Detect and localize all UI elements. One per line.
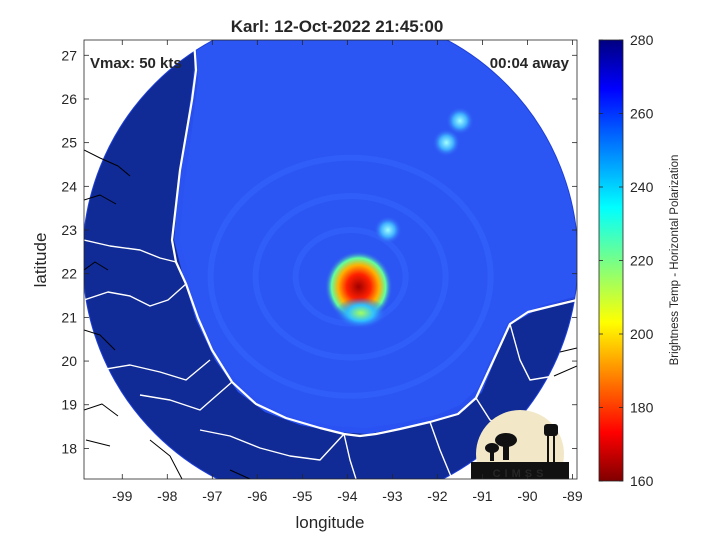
chart-title: Karl: 12-Oct-2022 21:45:00: [231, 17, 444, 36]
coastline: [170, 40, 577, 438]
y-tick-label: 19: [61, 397, 77, 413]
cloud-cluster: [445, 106, 474, 135]
x-axis: -99 -98 -97 -96 -95 -94 -93 -92 -91 -90 -89: [112, 40, 583, 504]
y-tick-label: 18: [61, 440, 77, 456]
x-tick-label: -92: [427, 488, 447, 504]
colorbar-tick-label: 160: [630, 473, 654, 489]
logo-disc: [476, 410, 564, 479]
y-axis-label: latitude: [31, 233, 50, 288]
y-tick-label: 25: [61, 135, 77, 151]
x-tick-label: -95: [292, 488, 312, 504]
cloud-cluster: [373, 216, 402, 245]
y-tick-label: 20: [61, 353, 77, 369]
swath: [84, 40, 577, 479]
colorbar-tick-label: 240: [630, 179, 654, 195]
cloud-cluster: [432, 128, 461, 157]
x-tick-label: -97: [202, 488, 222, 504]
logo-band: [471, 462, 569, 479]
time-offset-annotation: 00:04 away: [490, 55, 570, 72]
cimss-logo: CIMSS: [471, 410, 569, 480]
colorbar-tick-label: 220: [630, 253, 654, 269]
boundaries: [84, 40, 577, 479]
plot-area: Vmax: 50 kts 00:04 away CIMSS: [84, 40, 577, 480]
swath-content: [84, 40, 577, 479]
y-tick-label: 22: [61, 266, 77, 282]
colorbar: 160 180 200 220 240 260 280 Brightness Temp - …: [598, 32, 681, 489]
colorbar-ticks: 160 180 200 220 240 260 280: [599, 32, 654, 489]
y-tick-label: 23: [61, 222, 77, 238]
x-axis-label: longitude: [295, 513, 364, 532]
logo-tower-icon: [544, 424, 558, 462]
x-tick-label: -90: [517, 488, 537, 504]
x-tick-label: -96: [247, 488, 267, 504]
logo-dish-icon: [485, 433, 517, 461]
colorbar-tick-label: 200: [630, 326, 654, 342]
y-tick-label: 27: [61, 47, 77, 63]
colorbar-label: Brightness Temp - Horizontal Polarizatio…: [669, 155, 681, 366]
feature-layer: [324, 106, 474, 330]
land-mexico-east: [84, 40, 577, 479]
spiral-ring: [207, 154, 494, 399]
x-tick-label: -89: [562, 488, 582, 504]
colorbar-tick-label: 280: [630, 32, 654, 48]
colorbar-tick-label: 260: [630, 106, 654, 122]
y-tick-label: 26: [61, 91, 77, 107]
x-tick-label: -91: [472, 488, 492, 504]
y-tick-label: 24: [61, 178, 77, 194]
spiral-ring: [252, 193, 449, 361]
x-tick-label: -99: [112, 488, 132, 504]
logo-text: CIMSS: [493, 468, 548, 480]
axes-box: [83, 39, 578, 480]
outer-boundary-lines: [84, 149, 577, 479]
x-tick-label: -98: [157, 488, 177, 504]
y-axis: 18 19 20 21 22 23 24 25 26 27: [61, 47, 577, 456]
colorbar-tick-label: 180: [630, 400, 654, 416]
rain-band: [334, 297, 387, 330]
x-tick-label: -94: [337, 488, 357, 504]
x-tick-label: -93: [382, 488, 402, 504]
y-tick-label: 21: [61, 309, 77, 325]
vmax-annotation: Vmax: 50 kts: [90, 55, 182, 72]
